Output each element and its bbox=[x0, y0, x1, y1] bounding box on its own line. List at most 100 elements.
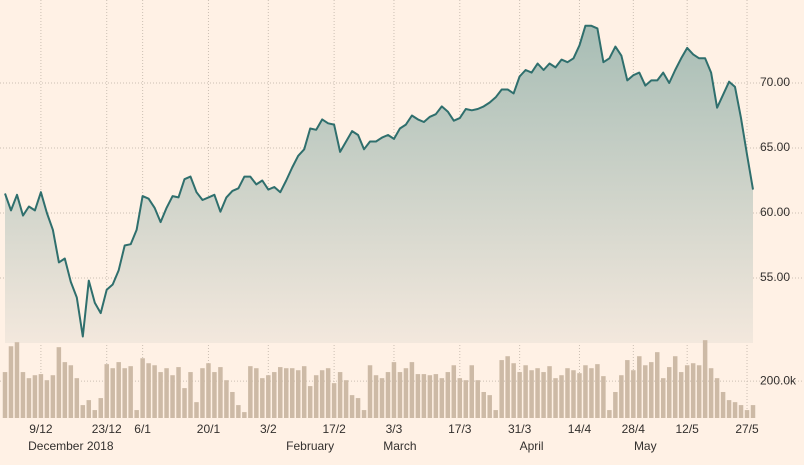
volume-bar bbox=[74, 378, 80, 418]
y-tick-label: 55.00 bbox=[760, 270, 790, 284]
volume-bar bbox=[649, 362, 654, 418]
volume-bar bbox=[690, 363, 696, 418]
volume-bar bbox=[158, 372, 163, 418]
x-tick-label: 3/3 bbox=[386, 422, 403, 436]
volume-bar bbox=[511, 363, 516, 418]
volume-bar bbox=[92, 410, 98, 418]
volume-bar bbox=[44, 380, 50, 418]
volume-bar bbox=[565, 368, 570, 418]
month-label: March bbox=[383, 439, 416, 453]
volume-bar bbox=[349, 395, 355, 418]
volume-bar bbox=[523, 365, 528, 418]
price-line bbox=[4, 24, 754, 338]
x-tick-label: 17/2 bbox=[322, 422, 346, 436]
month-label: April bbox=[520, 439, 544, 453]
volume-bar bbox=[708, 368, 714, 418]
volume-bar bbox=[696, 365, 702, 418]
volume-bar bbox=[272, 372, 277, 418]
volume-bar bbox=[98, 398, 103, 418]
volume-bar bbox=[607, 410, 612, 418]
volume-bar bbox=[672, 356, 678, 418]
volume-bar bbox=[20, 372, 26, 418]
volume-bar bbox=[146, 363, 151, 418]
volume-bar bbox=[236, 405, 241, 418]
volume-bar bbox=[62, 362, 68, 418]
volume-bar bbox=[589, 368, 594, 418]
volume-bar bbox=[541, 372, 546, 418]
volume-bar bbox=[313, 375, 319, 418]
volume-bar bbox=[577, 373, 582, 418]
volume-bar bbox=[301, 366, 307, 418]
volume-bar bbox=[469, 365, 474, 418]
volume-bar bbox=[295, 370, 301, 418]
volume-bar bbox=[601, 376, 606, 418]
month-label: May bbox=[634, 439, 657, 453]
volume-bar bbox=[32, 375, 38, 418]
volume-bar bbox=[80, 405, 86, 418]
volume-bar bbox=[433, 374, 439, 418]
volume-bar bbox=[499, 360, 504, 418]
month-label: December 2018 bbox=[28, 439, 114, 453]
volume-bar bbox=[702, 340, 708, 418]
y-tick-label: 60.00 bbox=[760, 205, 790, 219]
volume-bar bbox=[331, 383, 337, 418]
volume-bar bbox=[38, 374, 44, 418]
volume-bar bbox=[200, 368, 205, 418]
volume-bar bbox=[337, 372, 343, 418]
x-tick-label: 31/3 bbox=[508, 422, 532, 436]
y-tick-label: 200.0k bbox=[760, 373, 797, 387]
volume-bar bbox=[56, 347, 62, 418]
volume-bar bbox=[68, 365, 74, 418]
volume-bar bbox=[134, 410, 139, 418]
x-tick-label: 28/4 bbox=[622, 422, 646, 436]
volume-bar bbox=[720, 391, 726, 418]
volume-bar bbox=[86, 400, 92, 418]
volume-bar bbox=[427, 375, 433, 418]
volume-bar bbox=[224, 380, 229, 418]
volume-bar bbox=[750, 405, 756, 418]
volume-bar bbox=[678, 372, 684, 418]
volume-bar bbox=[553, 378, 558, 418]
volume-bar bbox=[355, 398, 361, 418]
volume-bar bbox=[631, 370, 636, 418]
x-tick-label: 12/5 bbox=[675, 422, 699, 436]
volume-bar bbox=[212, 372, 217, 418]
volume-bar bbox=[110, 368, 115, 418]
volume-bar bbox=[655, 352, 660, 418]
volume-bar bbox=[457, 378, 463, 418]
volume-bar bbox=[379, 378, 385, 418]
volume-bar bbox=[714, 378, 720, 418]
volume-bar bbox=[445, 372, 451, 418]
volume-bar bbox=[726, 400, 732, 418]
x-tick-label: 20/1 bbox=[197, 422, 221, 436]
volume-bar bbox=[140, 358, 145, 418]
volume-bar bbox=[732, 402, 738, 418]
volume-bar bbox=[164, 368, 169, 418]
volume-bar bbox=[463, 380, 469, 418]
volume-bar bbox=[116, 362, 121, 418]
y-tick-label: 65.00 bbox=[760, 140, 790, 154]
volume-bar bbox=[529, 370, 534, 418]
volume-bar bbox=[595, 364, 600, 418]
volume-bar bbox=[475, 380, 480, 418]
volume-bar bbox=[194, 402, 199, 418]
volume-bar bbox=[260, 378, 265, 418]
volume-bar bbox=[451, 365, 457, 418]
month-label: February bbox=[286, 439, 334, 453]
volume-bar bbox=[104, 364, 109, 418]
volume-bar bbox=[517, 372, 522, 418]
volume-bar bbox=[559, 375, 564, 418]
x-tick-label: 17/3 bbox=[448, 422, 472, 436]
volume-bar bbox=[122, 368, 127, 418]
volume-bar bbox=[128, 366, 133, 418]
volume-bar bbox=[182, 388, 187, 418]
x-tick-label: 23/12 bbox=[92, 422, 122, 436]
volume-bar bbox=[487, 395, 492, 418]
volume-bar bbox=[343, 380, 349, 418]
volume-bar bbox=[307, 386, 313, 418]
volume-bar bbox=[218, 367, 223, 418]
volume-bar bbox=[421, 374, 427, 418]
volume-bar bbox=[14, 342, 20, 418]
volume-bar bbox=[373, 375, 379, 418]
